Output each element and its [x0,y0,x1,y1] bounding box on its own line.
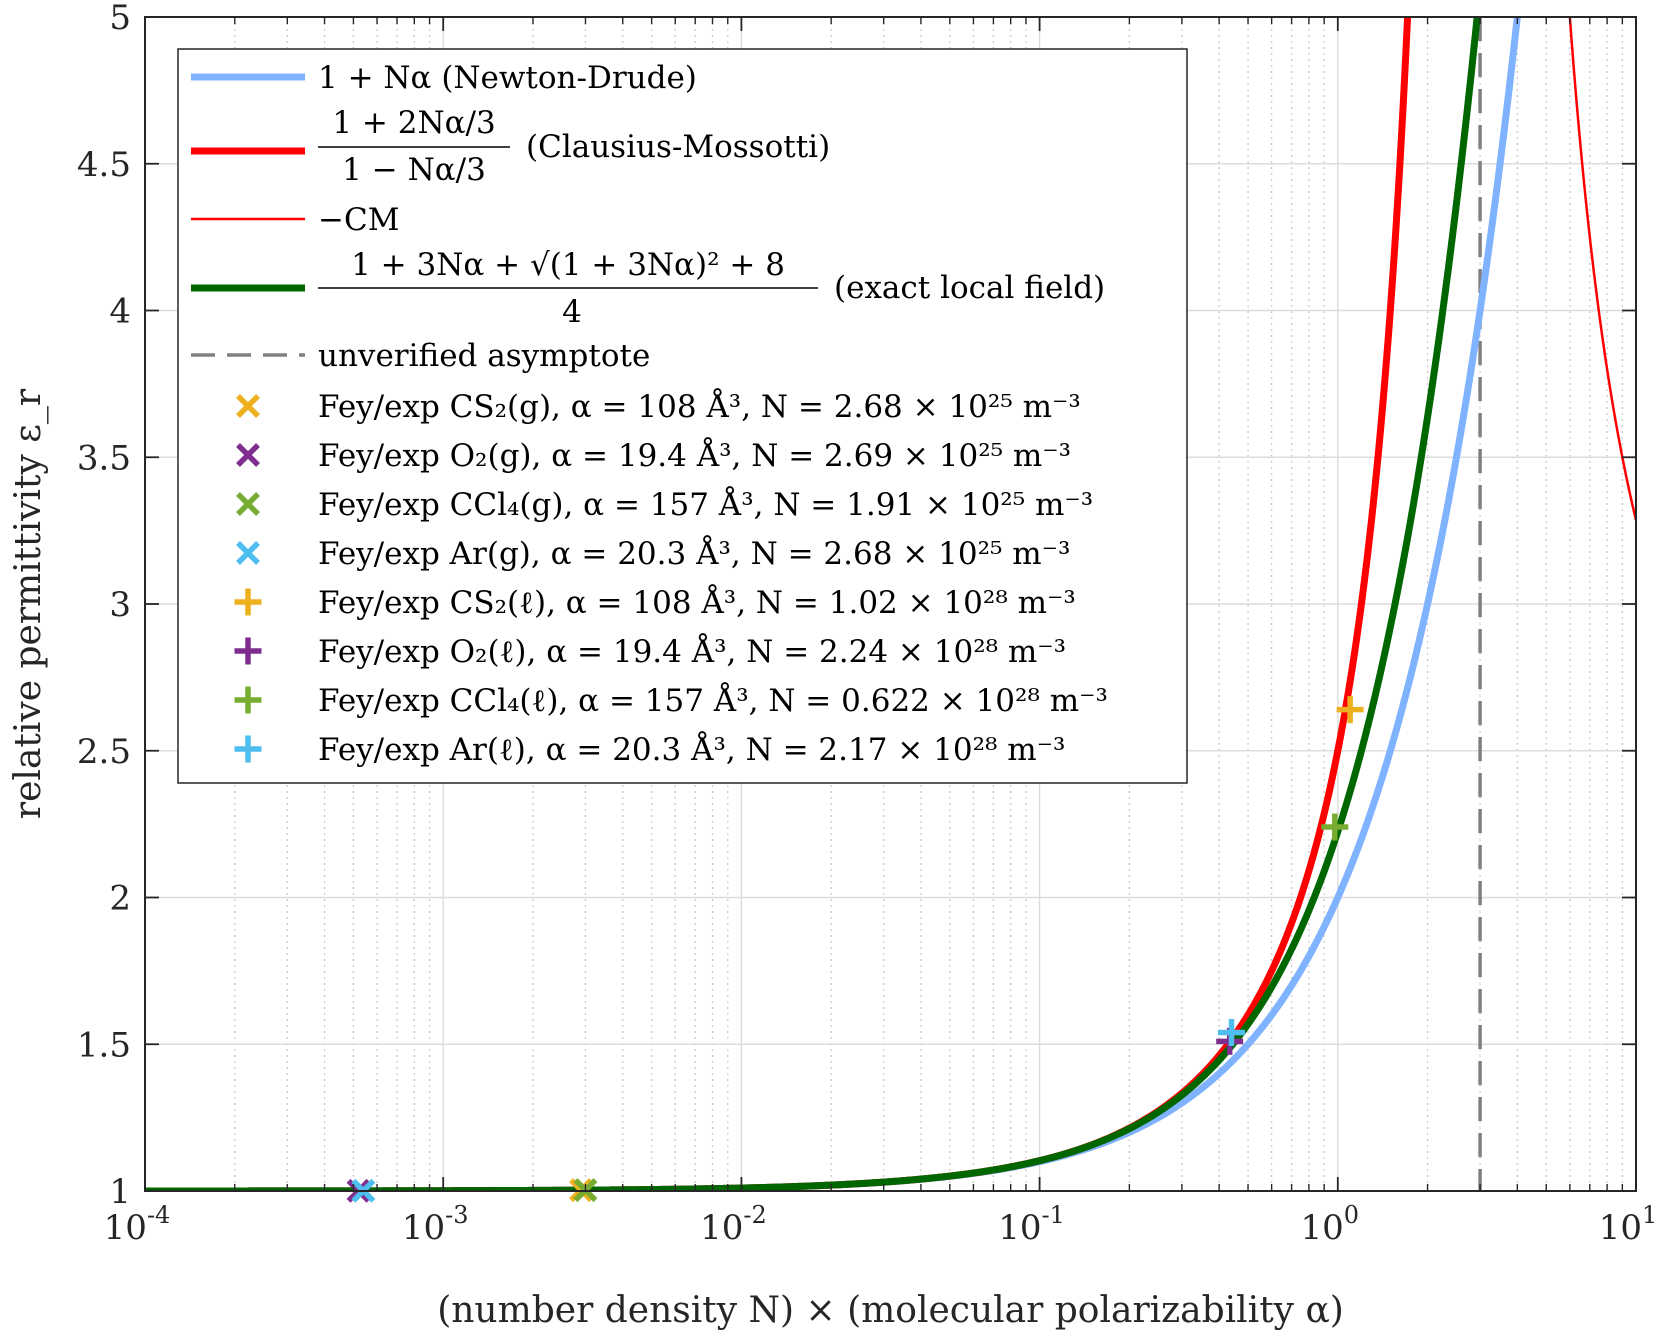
legend-label-exact-denominator: 4 [562,294,582,330]
x-tick-label: 10-4 [104,1201,171,1248]
y-tick-label: 1.5 [77,1025,131,1065]
legend-label-exact-numerator: 1 + 3Nα + √(1 + 3Nα)² + 8 [351,247,785,283]
y-tick-label: 4 [109,292,131,332]
legend-marker-0 [236,394,260,418]
legend: 1 + Nα (Newton-Drude) 1 + 2Nα/3 1 − Nα/3… [177,48,1188,784]
ticks-layer [144,16,1637,1192]
x-tick-label: 101 [1599,1201,1658,1248]
legend-marker-7 [234,735,262,763]
y-tick-label: 2.5 [77,732,131,772]
x-tick-label: 10-3 [402,1201,469,1248]
x-tick-label: 10-1 [998,1201,1065,1248]
legend-label-cm-suffix: (Clausius-Mossotti) [526,129,830,165]
y-axis-label: relative permittivity ε_r [8,388,49,819]
legend-marker-3-stroke-b [236,541,260,565]
legend-label-exact-suffix: (exact local field) [834,270,1105,306]
legend-marker-2-stroke-b [236,492,260,516]
legend-label-point-2: Fey/exp CCl₄(g), α = 157 Å³, N = 1.91 × … [318,485,1093,523]
legend-marker-3 [236,541,260,565]
legend-label-negcm: −CM [318,202,399,238]
x-tick-label: 100 [1301,1201,1360,1248]
legend-label-asym: unverified asymptote [318,338,650,374]
legend-marker-0-stroke-b [236,394,260,418]
y-tick-label: 3.5 [77,438,131,478]
legend-label-point-4: Fey/exp CS₂(ℓ), α = 108 Å³, N = 1.02 × 1… [318,583,1076,621]
y-tick-label: 1 [109,1172,131,1212]
data-point-6 [1321,813,1349,841]
legend-marker-1 [236,443,260,467]
x-tick-label: 10-2 [700,1201,767,1248]
legend-label-cm-numerator: 1 + 2Nα/3 [332,105,495,141]
legend-points: Fey/exp CS₂(g), α = 108 Å³, N = 2.68 × 1… [234,387,1108,768]
x-axis-label: (number density N) × (molecular polariza… [437,1290,1344,1331]
legend-marker-1-stroke-b [236,443,260,467]
series-negcm [1568,17,1636,521]
legend-marker-5 [234,637,262,665]
legend-box [177,48,1188,784]
grid-minor [234,17,1623,1191]
y-tick-label: 4.5 [77,145,131,185]
y-tick-label: 3 [109,585,131,625]
legend-label-point-3: Fey/exp Ar(g), α = 20.3 Å³, N = 2.68 × 1… [318,534,1070,572]
legend-label-nd: 1 + Nα (Newton-Drude) [318,60,697,96]
legend-label-point-1: Fey/exp O₂(g), α = 19.4 Å³, N = 2.69 × 1… [318,436,1071,474]
legend-label-point-7: Fey/exp Ar(ℓ), α = 20.3 Å³, N = 2.17 × 1… [318,730,1065,768]
y-tick-label: 5 [109,0,131,38]
data-point-7 [1217,1019,1245,1047]
data-point-4 [1336,696,1364,724]
legend-marker-4 [234,588,262,616]
legend-label-cm-denominator: 1 − Nα/3 [342,152,486,188]
y-tick-label: 2 [109,879,131,919]
legend-label-point-5: Fey/exp O₂(ℓ), α = 19.4 Å³, N = 2.24 × 1… [318,632,1066,670]
legend-marker-2 [236,492,260,516]
legend-label-point-0: Fey/exp CS₂(g), α = 108 Å³, N = 2.68 × 1… [318,387,1081,425]
legend-marker-6 [234,686,262,714]
legend-label-point-6: Fey/exp CCl₄(ℓ), α = 157 Å³, N = 0.622 ×… [318,681,1108,719]
tick-labels: 1 1.5 2 2.5 3 3.5 4 4.5 5 10-4 10-3 10-2 10-1 100 101 [77,0,1657,1248]
